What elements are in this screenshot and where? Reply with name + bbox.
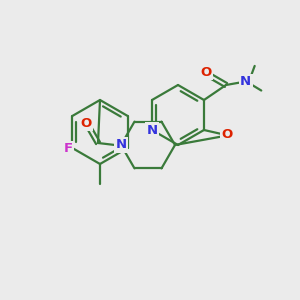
Text: N: N (240, 75, 251, 88)
Text: N: N (116, 139, 127, 152)
Text: F: F (64, 142, 73, 155)
Text: N: N (146, 124, 158, 136)
Text: O: O (221, 128, 233, 142)
Text: O: O (200, 65, 211, 79)
Text: O: O (80, 117, 92, 130)
